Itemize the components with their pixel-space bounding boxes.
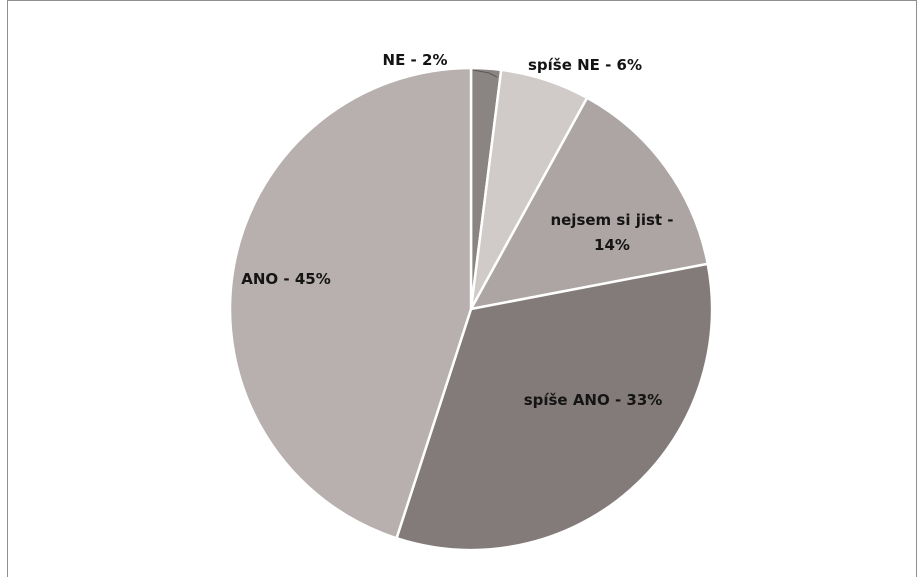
slice-label-ne: NE - 2%: [383, 51, 448, 69]
pie-slices: [228, 66, 714, 552]
slice-label-nejsem-si-jist: nejsem si jist - 14%: [550, 211, 673, 254]
slice-label-line: 14%: [594, 236, 630, 254]
slice-label-line: nejsem si jist -: [550, 211, 673, 229]
slice-label-spise-ne: spíše NE - 6%: [528, 56, 642, 74]
slice-label-spise-ano: spíše ANO - 33%: [524, 391, 663, 409]
pie-slice-ano: [228, 66, 473, 540]
pie-slice-nejsem-si-jist: [468, 96, 710, 311]
pie-labels: NE - 2% spíše NE - 6% nejsem si jist - 14% s…: [241, 51, 673, 409]
slice-label-ano: ANO - 45%: [241, 270, 331, 288]
leader-line-ne: [472, 69, 498, 78]
pie-slice-spise-ano: [394, 262, 714, 552]
